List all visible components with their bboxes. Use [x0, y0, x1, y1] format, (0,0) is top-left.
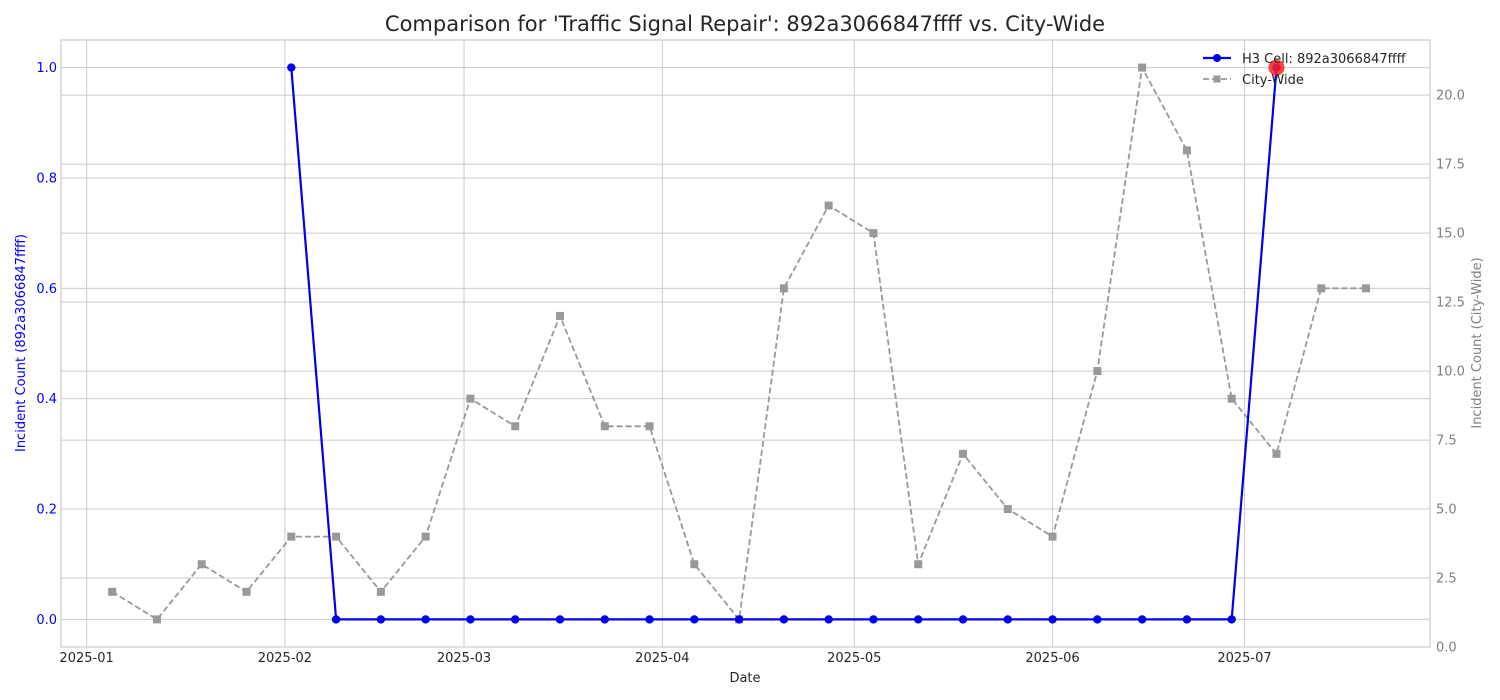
left-y-tick-label: 1.0	[36, 61, 57, 76]
city-wide-point	[959, 449, 968, 458]
city-wide-point	[1003, 505, 1012, 514]
h3-cell-point	[1227, 615, 1236, 624]
right-y-tick-label: 20.0	[1436, 89, 1465, 104]
left-y-tick-label: 0.0	[36, 613, 57, 628]
city-wide-point	[197, 560, 206, 569]
h3-cell-point	[421, 615, 430, 624]
highlight-point	[1268, 59, 1285, 76]
x-tick-label: 2025-01	[59, 651, 113, 666]
x-gridlines	[86, 40, 1245, 647]
city-wide-point	[511, 422, 520, 431]
city-wide-point	[1227, 394, 1236, 403]
city-wide-point	[466, 394, 475, 403]
right-y-axis-label: Incident Count (City-Wide)	[1470, 257, 1485, 428]
left-y-tick-label: 0.6	[36, 282, 57, 297]
chart-title: Comparison for 'Traffic Signal Repair': …	[385, 12, 1105, 36]
h3-cell-point	[287, 63, 296, 72]
left-y-tick-label: 0.4	[36, 392, 57, 407]
right-y-tick-label: 0.0	[1436, 641, 1457, 656]
legend-entry-city: City-Wide	[1203, 73, 1304, 88]
legend: H3 Cell: 892a3066847ffff City-Wide	[1203, 52, 1407, 88]
x-axis-ticks: 2025-01 2025-02 2025-03 2025-04 2025-05 2025-…	[59, 651, 1271, 666]
legend-swatch-marker-h3	[1213, 54, 1221, 62]
left-y-tick-label: 0.2	[36, 503, 57, 518]
legend-swatch-marker-city	[1213, 75, 1221, 83]
city-wide-point	[869, 229, 878, 238]
h3-cell-point	[331, 615, 341, 624]
city-wide-point	[645, 422, 654, 431]
h3-cell-point	[734, 615, 744, 624]
x-tick-label: 2025-04	[635, 651, 689, 666]
h3-cell-point	[1003, 615, 1012, 624]
x-tick-label: 2025-02	[258, 651, 312, 666]
h3-cell-series	[287, 63, 1281, 624]
city-wide-point	[824, 201, 833, 210]
right-y-tick-label: 15.0	[1436, 227, 1465, 242]
x-tick-label: 2025-05	[827, 651, 881, 666]
h3-cell-point	[555, 615, 565, 624]
highlight-layer	[1268, 59, 1285, 76]
h3-cell-point	[376, 615, 386, 624]
h3-cell-point	[1182, 615, 1192, 624]
right-y-tick-label: 10.0	[1436, 365, 1465, 380]
h3-cell-point	[779, 615, 789, 624]
city-wide-point	[421, 532, 430, 541]
h3-cell-point	[869, 615, 878, 624]
city-wide-point	[1093, 367, 1102, 376]
right-y-tick-label: 17.5	[1436, 158, 1465, 173]
city-wide-point	[1138, 63, 1147, 72]
city-wide-point	[1362, 284, 1371, 293]
h3-cell-point	[1093, 615, 1102, 624]
plot-area	[60, 39, 1431, 648]
right-y-tick-label: 5.0	[1436, 503, 1457, 518]
h3-cell-point	[958, 615, 968, 624]
h3-cell-point	[914, 615, 923, 624]
x-tick-label: 2025-07	[1217, 651, 1271, 666]
h3-cell-point	[466, 615, 475, 624]
city-wide-point	[1272, 449, 1281, 458]
city-wide-point	[108, 587, 117, 596]
h3-cell-point	[600, 615, 609, 624]
left-y-tick-label: 0.8	[36, 171, 57, 186]
city-wide-point	[914, 560, 923, 569]
h3-cell-point	[1048, 615, 1057, 624]
city-wide-point	[287, 532, 296, 541]
city-wide-point	[376, 587, 385, 596]
city-wide-point	[1048, 532, 1057, 541]
h3-cell-point	[1137, 615, 1147, 624]
city-wide-point	[690, 560, 699, 569]
city-wide-point	[152, 615, 161, 624]
legend-entry-h3: H3 Cell: 892a3066847ffff	[1203, 52, 1407, 67]
left-y-axis-ticks: 0.0 0.2 0.4 0.6 0.8 1.0	[36, 61, 57, 628]
h3-cell-point	[690, 615, 699, 624]
city-wide-point	[600, 422, 609, 431]
left-y-axis-label: Incident Count (892a3066847ffff)	[14, 234, 29, 452]
city-wide-point	[1317, 284, 1326, 293]
right-y-tick-label: 2.5	[1436, 572, 1457, 587]
h3-cell-point	[511, 615, 520, 624]
city-wide-point	[242, 587, 251, 596]
plot-frame	[60, 39, 1431, 648]
right-y-tick-label: 12.5	[1436, 296, 1465, 311]
right-y-axis-ticks: 0.0 2.5 5.0 7.5 10.0 12.5 15.0 17.5 20.0	[1436, 89, 1465, 656]
city-wide-point	[555, 311, 564, 320]
h3-cell-point	[824, 615, 833, 624]
city-wide-point	[1182, 146, 1191, 155]
x-axis-label: Date	[729, 671, 760, 686]
legend-label-city: City-Wide	[1242, 73, 1304, 88]
plot-background	[61, 40, 1430, 647]
x-tick-label: 2025-06	[1025, 651, 1079, 666]
city-wide-point	[779, 284, 788, 293]
x-tick-label: 2025-03	[437, 651, 491, 666]
h3-cell-point	[645, 615, 654, 624]
legend-label-h3: H3 Cell: 892a3066847ffff	[1242, 52, 1407, 67]
right-y-tick-label: 7.5	[1436, 434, 1457, 449]
city-wide-point	[332, 532, 341, 541]
